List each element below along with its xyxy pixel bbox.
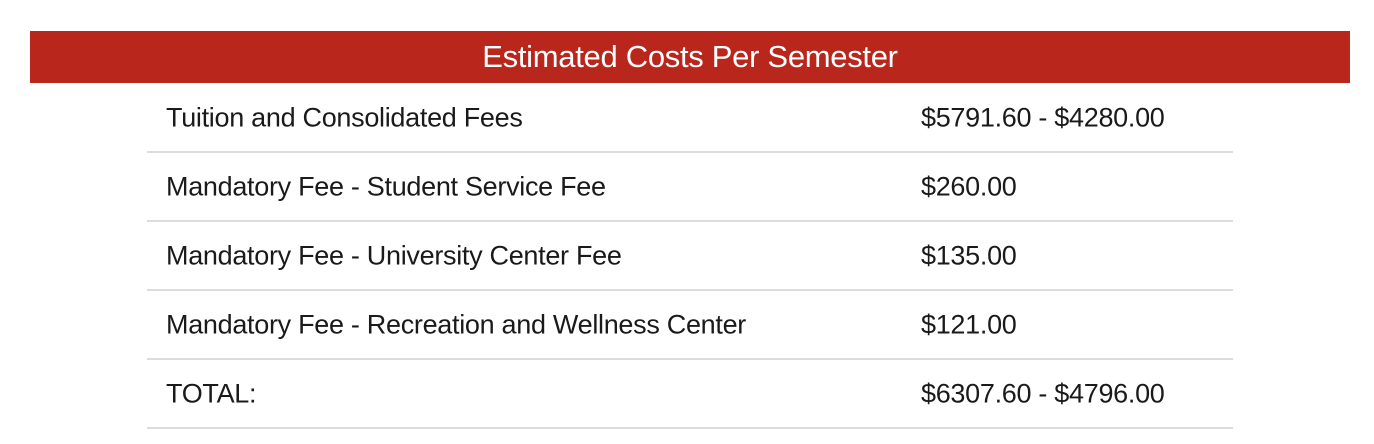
table-row-recreation-wellness-fee: Mandatory Fee - Recreation and Wellness …: [147, 291, 1233, 360]
table-row-student-service-fee: Mandatory Fee - Student Service Fee $260…: [147, 153, 1233, 222]
row-amount: $135.00: [921, 240, 1017, 270]
table-row-university-center-fee: Mandatory Fee - University Center Fee $1…: [147, 222, 1233, 291]
row-label: Tuition and Consolidated Fees: [166, 102, 523, 132]
total-amount: $6307.60 - $4796.00: [921, 378, 1165, 408]
row-amount: $260.00: [921, 171, 1017, 201]
table-row-tuition: Tuition and Consolidated Fees $5791.60 -…: [147, 84, 1233, 153]
row-label: Mandatory Fee - Student Service Fee: [166, 171, 606, 201]
cost-table-title: Estimated Costs Per Semester: [482, 39, 898, 74]
cost-table: Tuition and Consolidated Fees $5791.60 -…: [147, 84, 1233, 429]
row-label: Mandatory Fee - University Center Fee: [166, 240, 622, 270]
row-amount: $121.00: [921, 309, 1017, 339]
table-row-total: TOTAL: $6307.60 - $4796.00: [147, 360, 1233, 429]
total-label: TOTAL:: [166, 378, 257, 408]
cost-table-header: Estimated Costs Per Semester: [30, 31, 1350, 83]
row-amount: $5791.60 - $4280.00: [921, 102, 1165, 132]
row-label: Mandatory Fee - Recreation and Wellness …: [166, 309, 746, 339]
